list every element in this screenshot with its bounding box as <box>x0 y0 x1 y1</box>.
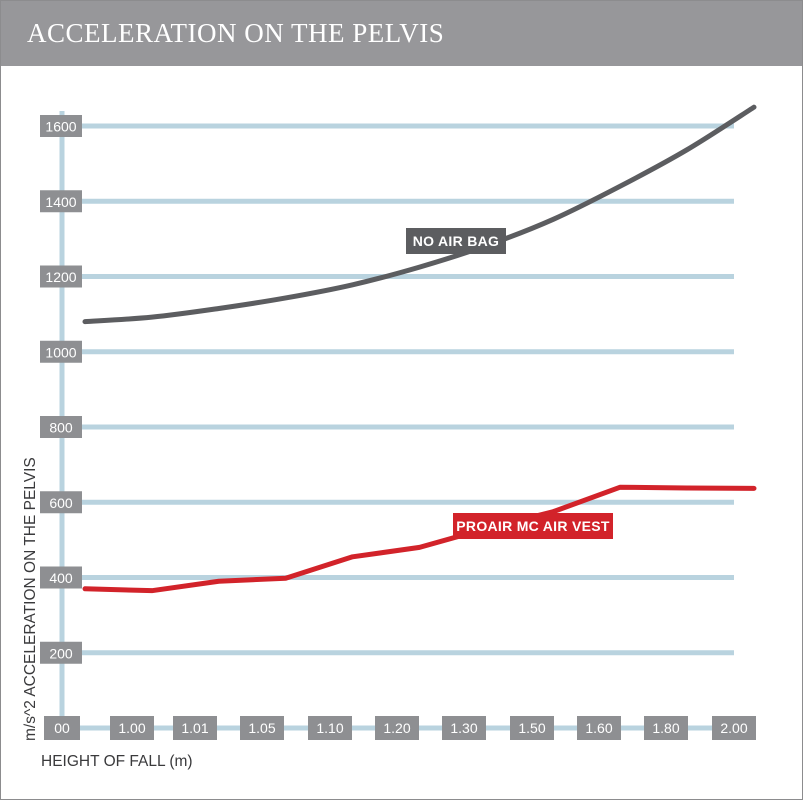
y-tick-box-1600 <box>40 115 82 137</box>
x-tick-box-6 <box>442 716 486 740</box>
series-labels: NO AIR BAG PROAIR MC AIR VEST <box>406 228 613 539</box>
x-tick-label: 1.50 <box>518 720 545 736</box>
x-axis-label: HEIGHT OF FALL (m) <box>41 753 193 770</box>
x-tick-box-1 <box>110 716 154 740</box>
y-tick-box-400 <box>40 566 82 589</box>
y-tick-label: 1000 <box>45 344 76 360</box>
x-tick-box-5 <box>375 716 419 740</box>
x-tick-box-0 <box>44 716 80 740</box>
x-tick-label: 00 <box>54 720 70 736</box>
x-tick-label: 1.30 <box>450 720 477 736</box>
no-air-bag-label-box <box>406 228 506 254</box>
series-lines <box>82 104 757 594</box>
y-tick-box-800 <box>40 416 82 438</box>
chart-title: ACCELERATION ON THE PELVIS <box>27 18 445 48</box>
x-tick-label: 1.60 <box>585 720 612 736</box>
x-tick-label: 1.20 <box>383 720 410 736</box>
no-air-bag-line <box>82 104 757 325</box>
x-tick-label: 1.01 <box>181 720 208 736</box>
x-tick-box-8 <box>577 716 621 740</box>
air-vest-label: PROAIR MC AIR VEST <box>456 518 610 534</box>
y-tick-box-1400 <box>40 190 82 213</box>
y-tick-labels: 200 400 600 800 1000 1200 1400 1600 <box>40 115 82 664</box>
x-tick-label: 1.00 <box>118 720 145 736</box>
no-air-bag-label: NO AIR BAG <box>413 233 499 249</box>
x-tick-label: 1.80 <box>652 720 679 736</box>
x-tick-label: 1.10 <box>316 720 343 736</box>
y-tick-box-1200 <box>40 265 82 288</box>
air-vest-line <box>82 484 757 594</box>
y-axis-label: m/s^2 ACCELERATION ON THE PELVIS <box>22 457 39 741</box>
x-tick-box-10 <box>712 716 756 740</box>
y-tick-label: 1200 <box>45 269 76 285</box>
gridlines <box>57 123 734 656</box>
x-tick-labels: 00 1.00 1.01 1.05 1.10 1.20 1.30 1.50 1.60 1.80 2.… <box>44 716 756 740</box>
y-tick-label: 400 <box>49 570 73 586</box>
y-tick-label: 200 <box>49 645 73 661</box>
x-tick-box-7 <box>510 716 554 740</box>
y-tick-label: 600 <box>49 495 73 511</box>
y-tick-label: 1600 <box>45 119 76 135</box>
y-tick-label: 800 <box>49 420 73 436</box>
y-tick-box-600 <box>40 491 82 514</box>
x-tick-box-3 <box>240 716 284 740</box>
y-tick-box-200 <box>40 641 82 664</box>
x-tick-label: 2.00 <box>720 720 747 736</box>
x-tick-box-9 <box>644 716 688 740</box>
x-tick-box-4 <box>308 716 352 740</box>
air-vest-label-box <box>453 513 613 539</box>
x-tick-label: 1.05 <box>248 720 275 736</box>
y-tick-box-1000 <box>40 340 82 363</box>
chart-header: ACCELERATION ON THE PELVIS <box>1 1 802 66</box>
y-tick-label: 1400 <box>45 194 76 210</box>
x-tick-box-2 <box>173 716 217 740</box>
